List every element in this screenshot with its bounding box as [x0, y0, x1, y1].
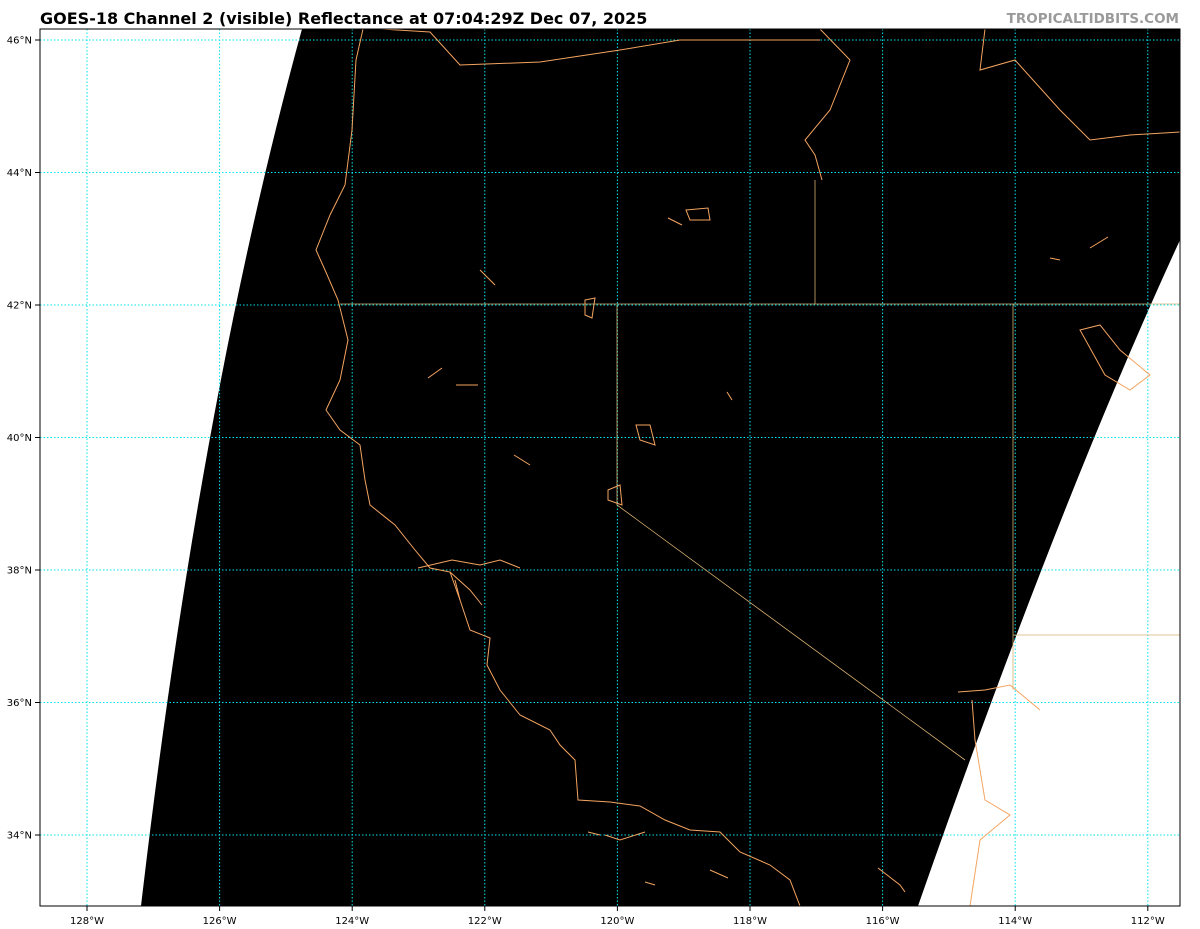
colorado-river [957, 684, 1041, 906]
lat-tick-label: 36°N [7, 698, 32, 709]
lat-tick-label: 34°N [7, 831, 32, 842]
lon-tick-label: 116°W [866, 916, 900, 927]
lat-tick-label: 42°N [7, 301, 32, 312]
map-frame [39, 28, 1181, 907]
sf-bay [417, 559, 521, 606]
lon-tick-label: 118°W [733, 916, 767, 927]
lon-tick-label: 124°W [335, 916, 369, 927]
lake-tahoe [607, 484, 623, 506]
lon-tick-label: 126°W [203, 916, 237, 927]
lat-tick-label: 38°N [7, 566, 32, 577]
idaho-montana-border [979, 29, 1180, 141]
lon-tick-label: 112°W [1131, 916, 1165, 927]
lat-tick-label: 46°N [7, 36, 32, 47]
map-title: GOES-18 Channel 2 (visible) Reflectance … [40, 9, 648, 28]
snake-river [804, 29, 851, 181]
axis-ticks: 128°W 126°W 124°W 122°W 120°W 118°W 116°W 114°W… [7, 36, 1165, 928]
imagery-swath [141, 29, 1180, 906]
gridlines [40, 29, 1180, 906]
lat-tick-label: 40°N [7, 433, 32, 444]
state-borders [340, 180, 1180, 761]
channel-islands [587, 831, 906, 893]
great-salt-lake [1079, 324, 1151, 391]
site-credit: TROPICALTIDBITS.COM [1006, 11, 1179, 27]
lon-tick-label: 120°W [600, 916, 634, 927]
northern-lakes [427, 207, 1109, 466]
lon-tick-label: 114°W [998, 916, 1032, 927]
columbia-river [379, 29, 820, 66]
pacific-coastline [315, 29, 801, 906]
lon-tick-label: 128°W [70, 916, 104, 927]
lat-tick-label: 44°N [7, 168, 32, 179]
lon-tick-label: 122°W [468, 916, 502, 927]
